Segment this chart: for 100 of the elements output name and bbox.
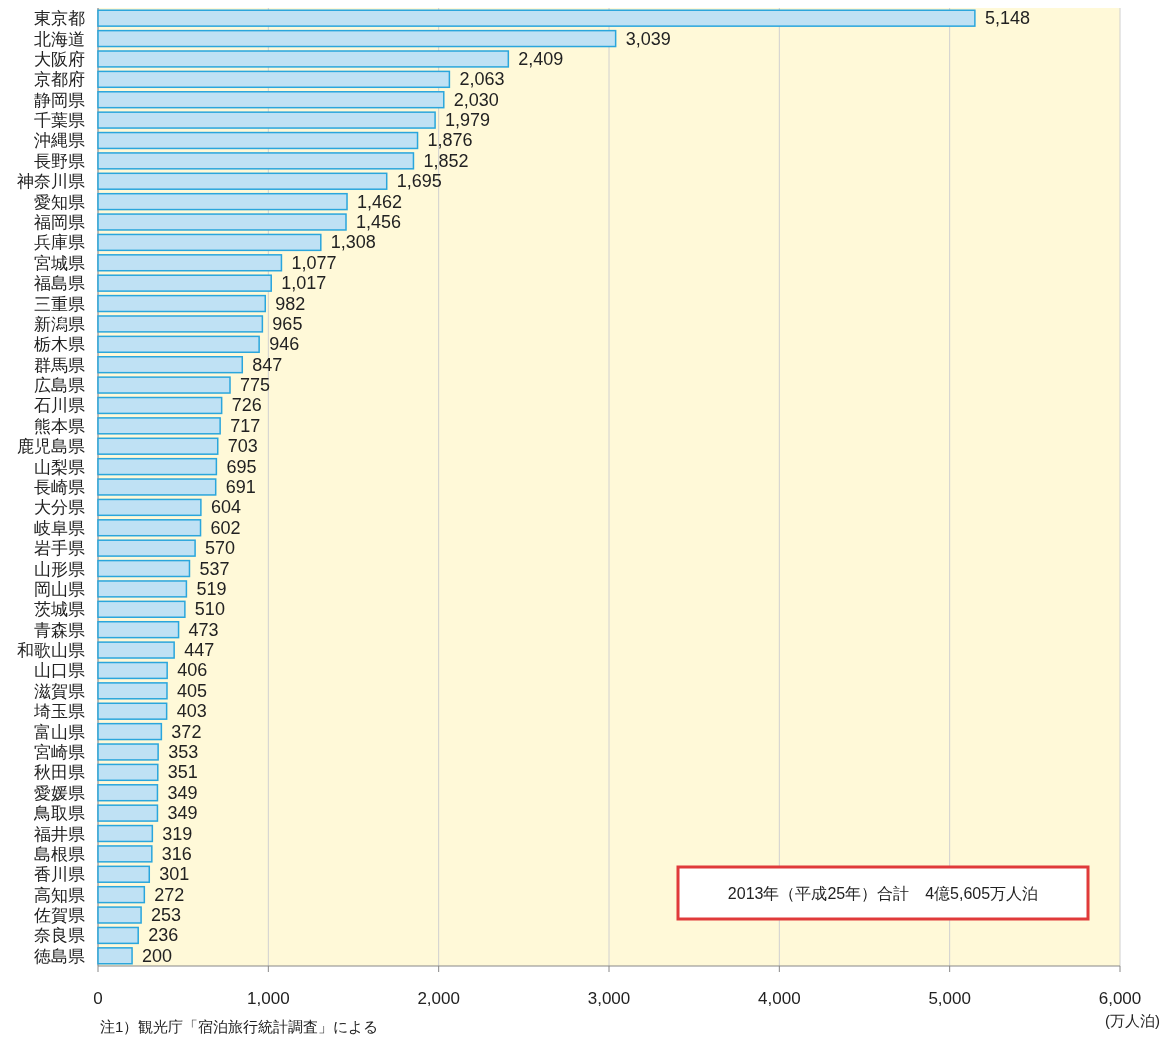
y-tick-label: 福島県 <box>34 274 85 294</box>
x-tick-label: 3,000 <box>587 989 631 1008</box>
data-label: 1,462 <box>357 191 403 212</box>
y-tick-label: 鳥取県 <box>33 804 85 824</box>
y-tick-label: 愛媛県 <box>34 783 85 803</box>
data-label: 200 <box>142 945 173 966</box>
data-label: 319 <box>162 823 193 844</box>
bar <box>97 335 260 354</box>
data-label: 604 <box>210 497 241 518</box>
data-label: 703 <box>227 436 258 457</box>
bar <box>97 763 159 782</box>
data-label: 1,979 <box>445 110 491 131</box>
bar <box>97 111 436 129</box>
bar <box>97 152 415 170</box>
y-tick-label: 愛知県 <box>34 192 85 212</box>
bar <box>97 641 175 659</box>
data-label: 272 <box>154 884 185 905</box>
bar <box>97 947 133 965</box>
data-label: 5,148 <box>984 8 1030 29</box>
data-label: 965 <box>272 313 303 334</box>
bar <box>97 722 163 741</box>
data-label: 1,077 <box>291 252 337 273</box>
x-axis-title: (万人泊) <box>1105 1012 1160 1029</box>
y-tick-label: 茨城県 <box>34 600 85 620</box>
bar <box>97 804 159 822</box>
y-tick-label: 長野県 <box>34 151 85 171</box>
data-label: 253 <box>151 905 182 926</box>
data-label: 406 <box>177 660 208 681</box>
y-tick-label: 群馬県 <box>34 355 85 375</box>
y-tick-label: 栃木県 <box>34 335 85 355</box>
y-tick-label: 長崎県 <box>34 478 85 497</box>
bar <box>97 906 142 924</box>
data-label: 847 <box>252 354 283 375</box>
data-label: 1,456 <box>356 212 402 233</box>
y-tick-label: 熊本県 <box>34 416 85 436</box>
bar <box>97 192 348 211</box>
y-tick-label: 兵庫県 <box>34 233 85 253</box>
data-label: 405 <box>176 680 208 701</box>
bar <box>97 396 223 415</box>
bar <box>97 498 202 517</box>
y-tick-label: 大分県 <box>34 498 85 518</box>
y-tick-label: 富山県 <box>34 722 85 742</box>
bar <box>97 376 231 394</box>
y-tick-label: 岩手県 <box>34 539 85 559</box>
y-tick-label: 神奈川県 <box>17 172 85 192</box>
y-tick-label: 徳島県 <box>34 946 85 966</box>
x-tick-label: 1,000 <box>247 989 290 1008</box>
data-label: 946 <box>269 334 300 355</box>
bar <box>97 315 264 333</box>
y-tick-label: 広島県 <box>34 376 85 396</box>
y-tick-label: 岐阜県 <box>34 518 85 538</box>
y-tick-label: 秋田県 <box>34 763 85 783</box>
y-tick-label: 島根県 <box>34 844 85 864</box>
data-label: 316 <box>161 843 192 864</box>
x-tick-label: 2,000 <box>417 989 460 1008</box>
data-label: 510 <box>194 599 225 620</box>
data-label: 353 <box>168 741 199 762</box>
y-tick-label: 沖縄県 <box>34 131 85 151</box>
y-tick-label: 静岡県 <box>34 90 85 110</box>
bar <box>97 91 445 109</box>
bar <box>97 131 419 150</box>
bar <box>97 254 283 272</box>
bar <box>97 29 617 48</box>
y-tick-label: 石川県 <box>34 396 85 416</box>
bar <box>97 661 168 680</box>
data-label: 351 <box>167 762 198 783</box>
y-tick-label: 青森県 <box>34 620 85 640</box>
bar <box>97 437 219 455</box>
data-label: 301 <box>159 864 190 885</box>
bar <box>97 885 146 904</box>
y-tick-label: 東京都 <box>34 9 85 29</box>
bar <box>97 9 976 27</box>
y-tick-label: 山形県 <box>34 559 85 579</box>
bar <box>97 784 159 802</box>
data-label: 447 <box>184 640 215 661</box>
data-label: 691 <box>225 477 256 497</box>
y-tick-label: 佐賀県 <box>34 906 85 926</box>
bar <box>97 172 388 190</box>
x-tick-label: 5,000 <box>928 989 971 1008</box>
bar <box>97 865 151 883</box>
bar <box>97 70 451 89</box>
bar <box>97 926 139 945</box>
text: 注1）観光庁「宿泊旅行統計調査」による <box>100 1018 379 1035</box>
bar <box>97 559 191 578</box>
bar <box>97 539 196 557</box>
bar <box>97 580 188 598</box>
bar <box>97 294 267 313</box>
bar <box>97 824 154 843</box>
y-tick-label: 宮城県 <box>34 253 85 273</box>
data-label: 775 <box>240 375 271 396</box>
y-tick-label: 福岡県 <box>34 213 85 233</box>
data-label: 403 <box>176 701 207 722</box>
bar <box>97 600 186 618</box>
y-tick-label: 福井県 <box>34 824 85 844</box>
data-label: 1,017 <box>281 273 327 294</box>
data-label: 519 <box>196 578 227 599</box>
y-tick-label: 京都府 <box>34 70 85 90</box>
y-tick-label: 埼玉県 <box>33 702 85 722</box>
annotation: 2013年（平成25年）合計 4億5,605万人泊 <box>727 885 1039 902</box>
y-tick-label: 奈良県 <box>34 926 85 946</box>
